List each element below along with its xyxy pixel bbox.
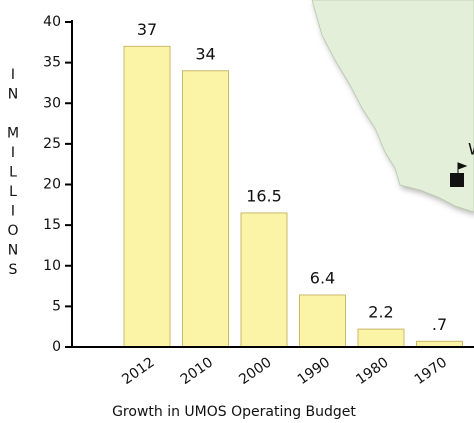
map-flag — [457, 162, 468, 173]
data-label: 37 — [137, 20, 157, 39]
y-tick-label: 15 — [43, 217, 61, 233]
chart-title: Growth in UMOS Operating Budget — [112, 404, 356, 420]
y-tick-label: 30 — [43, 95, 61, 111]
y-tick-label: 40 — [43, 14, 61, 30]
x-tick-label: 1990 — [295, 354, 333, 388]
data-label: 16.5 — [246, 186, 282, 205]
x-tick-label: 2000 — [236, 354, 274, 388]
y-tick-label: 25 — [43, 136, 61, 152]
bar — [240, 212, 288, 348]
bar — [357, 328, 405, 348]
data-label: .7 — [432, 315, 447, 334]
y-tick-label: 5 — [52, 298, 61, 314]
y-tick-label: 0 — [52, 339, 61, 355]
x-tick-label: 2010 — [178, 354, 216, 388]
y-tick-label: 20 — [43, 177, 61, 193]
bar — [182, 70, 229, 348]
y-tick-label: 35 — [43, 55, 61, 71]
x-tick-label: 1980 — [353, 354, 391, 388]
x-tick-label: 2012 — [119, 354, 157, 388]
map-marker — [450, 173, 464, 187]
bar — [123, 45, 171, 348]
data-label: 34 — [195, 44, 215, 63]
data-label: 2.2 — [368, 303, 393, 322]
map-label: W — [468, 140, 474, 159]
bar — [299, 294, 346, 348]
y-tick-label: 10 — [43, 258, 61, 274]
map-region — [311, 0, 474, 213]
x-tick-label: 1970 — [412, 354, 450, 388]
data-label: 6.4 — [310, 269, 335, 288]
